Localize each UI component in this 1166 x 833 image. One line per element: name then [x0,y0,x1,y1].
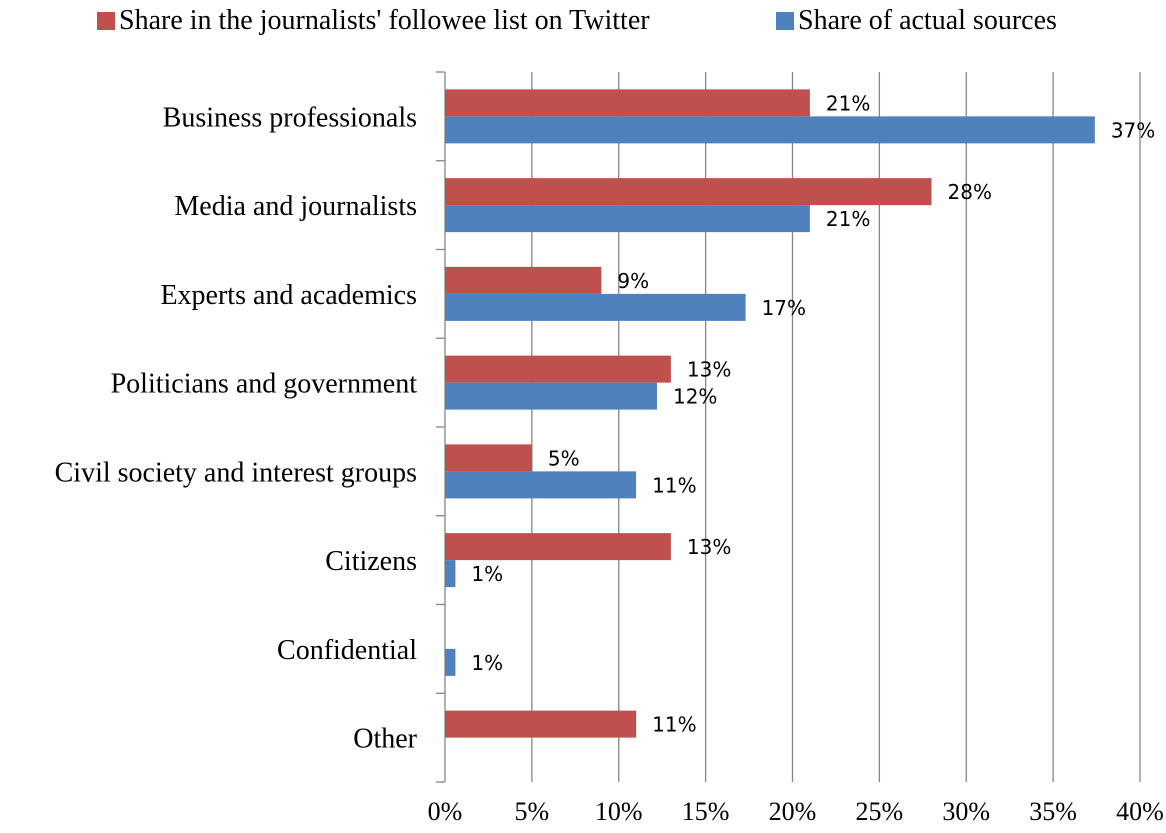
bar [445,533,671,561]
legend-swatch [776,12,794,30]
data-label: 5% [548,446,580,470]
axes [436,71,446,783]
category-label: Confidential [277,635,417,666]
x-tick-labels: 0% 5% 10% 15% 20% 25% 30% 35% 40% [428,797,1164,826]
x-tick-label: 35% [1029,797,1077,826]
legend-label: Share in the journalists' followee list … [119,5,650,36]
bar [445,710,637,738]
bar [445,178,932,206]
bar [445,560,456,588]
x-tick-label: 30% [942,797,990,826]
x-tick-label: 10% [595,797,643,826]
data-label: 13% [687,358,731,382]
bar [445,471,637,499]
bar [445,382,657,410]
category-label: Other [353,724,417,755]
data-label: 21% [826,207,870,231]
data-label: 1% [471,651,503,675]
data-labels: 21% 37% 28% 21% 9% 17% 13% 12% 5% 11% 13% 1% 1% 11% [471,91,1155,736]
bar [445,266,602,294]
category-labels: Business professionals Media and journali… [55,102,418,754]
x-tick-label: 20% [769,797,817,826]
x-tick-label: 5% [515,797,550,826]
bar [445,355,671,383]
category-label: Civil society and interest groups [55,457,417,488]
bar [445,444,532,472]
x-tick-label: 40% [1116,797,1164,826]
category-label: Media and journalists [174,191,417,222]
bar [445,89,810,117]
category-label: Citizens [325,546,417,577]
data-label: 37% [1111,118,1155,142]
data-label: 1% [471,562,503,586]
category-label: Business professionals [163,102,417,133]
data-label: 11% [652,473,696,497]
data-label: 11% [652,713,696,737]
legend-swatch [97,12,115,30]
data-label: 13% [687,535,731,559]
bar [445,293,746,321]
bar [445,205,810,233]
bars [445,89,1095,738]
category-label: Politicians and government [111,369,418,400]
legend-label: Share of actual sources [798,5,1057,36]
bar [445,116,1095,144]
data-label: 9% [617,269,649,293]
x-tick-label: 25% [856,797,904,826]
data-label: 12% [673,385,717,409]
x-tick-label: 15% [682,797,730,826]
data-label: 28% [948,180,992,204]
data-label: 21% [826,91,870,115]
category-label: Experts and academics [160,280,417,311]
bar [445,648,456,676]
x-tick-label: 0% [428,797,463,826]
data-label: 17% [762,296,806,320]
legend: Share in the journalists' followee list … [97,5,1057,36]
